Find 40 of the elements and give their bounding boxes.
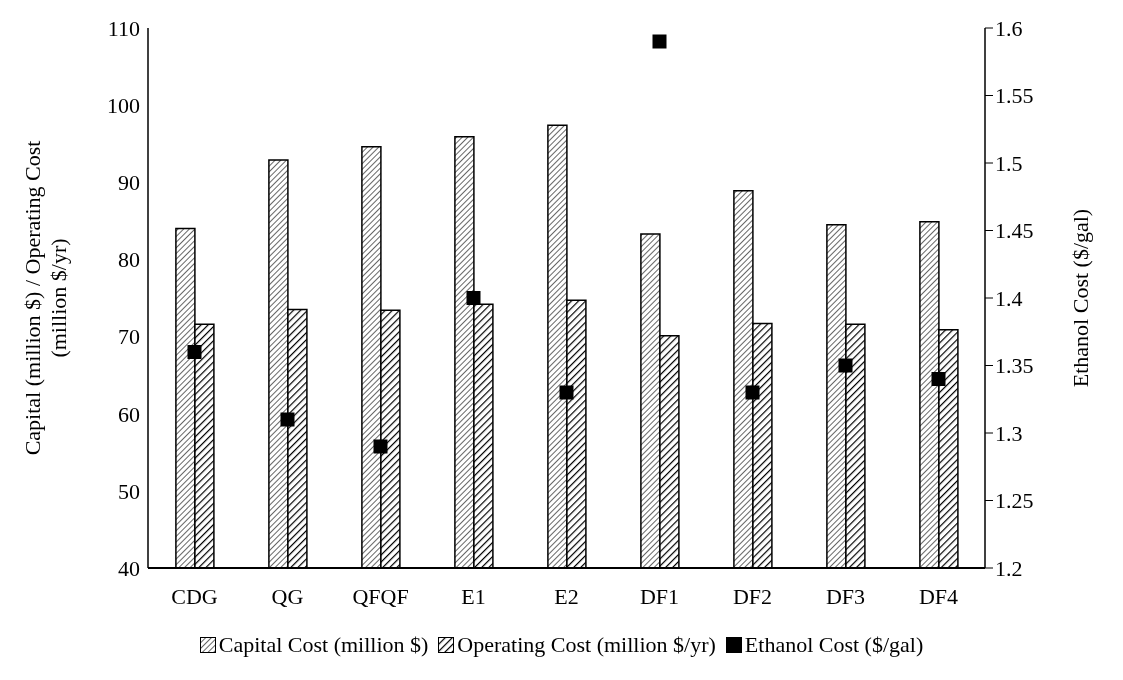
y2-tick-label: 1.4 — [995, 285, 1023, 311]
x-tick-label: DF3 — [825, 583, 866, 609]
point — [559, 385, 574, 400]
x-tick-label: CDG — [171, 583, 218, 609]
y-axis-title: Capital (million $) / Operating Cost (million $/yr) — [20, 140, 71, 456]
point — [745, 385, 760, 400]
x-tick-label: QG — [271, 583, 304, 609]
point — [280, 412, 295, 427]
y-tick-label: 110 — [107, 15, 140, 41]
y2-tick-label: 1.35 — [995, 353, 1034, 379]
x-tick-label: QFQF — [352, 583, 409, 609]
y2-axis-title: Ethanol Cost ($/gal) — [1068, 208, 1093, 388]
point — [187, 345, 202, 359]
legend-label: Ethanol Cost ($/gal) — [743, 632, 924, 658]
x-tick-label: E2 — [554, 583, 579, 609]
point — [373, 439, 388, 454]
y-tick-label: 40 — [118, 555, 140, 581]
y-tick-label: 60 — [118, 401, 140, 427]
point — [931, 372, 946, 386]
legend-label: Operating Cost (million $/yr) — [456, 632, 716, 658]
y2-tick-label: 1.3 — [995, 420, 1023, 446]
y-tick-label: 100 — [107, 92, 140, 118]
x-tick-label: DF1 — [639, 583, 680, 609]
legend-label: Capital Cost (million $) — [217, 632, 429, 658]
y2-tick-label: 1.6 — [995, 15, 1023, 41]
y2-tick-label: 1.55 — [995, 83, 1034, 109]
y-tick-label: 90 — [118, 170, 140, 196]
x-tick-label: DF2 — [732, 583, 773, 609]
point — [466, 291, 481, 305]
y-tick-label: 70 — [118, 324, 140, 350]
y-tick-label: 80 — [118, 247, 140, 273]
point — [838, 358, 853, 373]
y2-tick-label: 1.25 — [995, 488, 1034, 514]
y2-tick-label: 1.45 — [995, 218, 1034, 244]
y-tick-label: 50 — [118, 478, 140, 504]
y2-tick-label: 1.5 — [995, 150, 1023, 176]
point — [652, 34, 667, 49]
y2-tick-label: 1.2 — [995, 555, 1023, 581]
x-tick-label: DF4 — [918, 583, 959, 609]
x-tick-label: E1 — [461, 583, 486, 609]
